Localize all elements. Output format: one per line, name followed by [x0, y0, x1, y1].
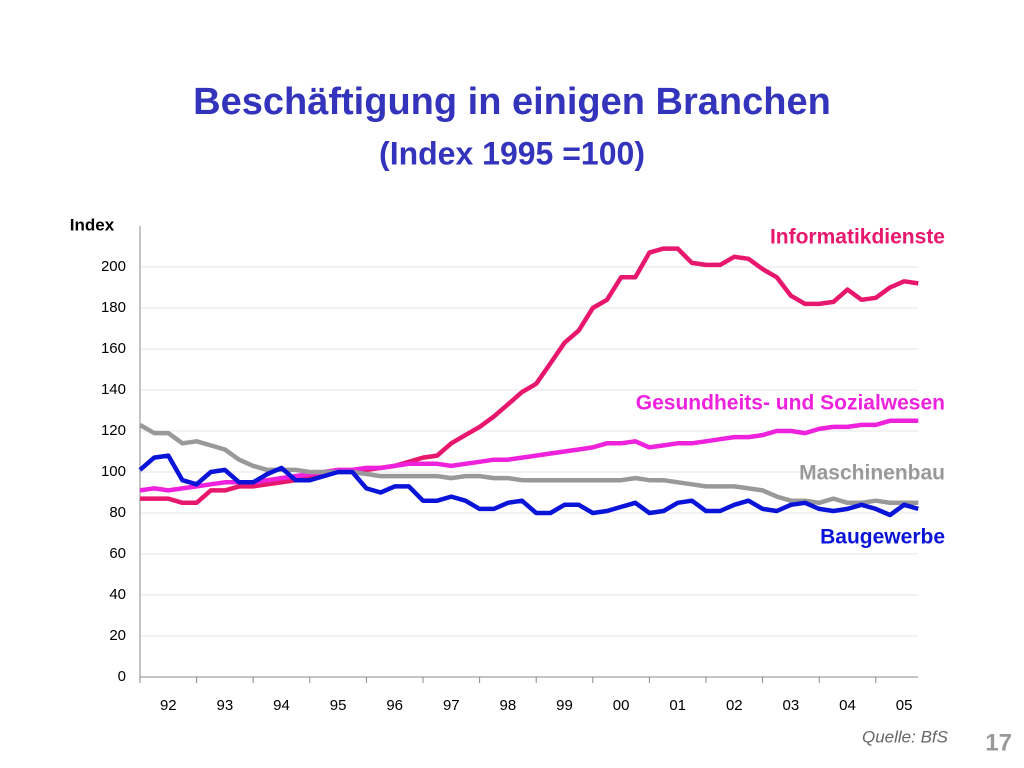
series-line: [138, 422, 919, 506]
y-tick-label: 180: [101, 299, 126, 316]
y-tick-label: 80: [109, 504, 126, 521]
series-label: Maschinenbau: [799, 462, 945, 485]
x-tick-label: 05: [896, 697, 913, 714]
x-tick-label: 98: [500, 697, 517, 714]
x-tick-label: 04: [839, 697, 856, 714]
y-tick-label: 100: [101, 463, 126, 480]
x-tick-label: 95: [330, 697, 347, 714]
x-tick-label: 02: [726, 697, 743, 714]
y-tick-label: 140: [101, 381, 126, 398]
x-tick-label: 03: [783, 697, 800, 714]
x-tick-label: 00: [613, 697, 630, 714]
page-number: 17: [985, 729, 1012, 756]
series-line: [138, 453, 919, 518]
x-tick-label: 97: [443, 697, 460, 714]
source: Quelle: BfS: [862, 727, 949, 746]
y-axis-label: Index: [70, 215, 115, 234]
y-tick-label: 200: [101, 258, 126, 275]
x-tick-label: 99: [556, 697, 573, 714]
x-tick-label: 94: [273, 697, 290, 714]
x-tick-label: 93: [217, 697, 234, 714]
chart-subtitle: (Index 1995 =100): [379, 135, 645, 171]
series-line: [139, 418, 919, 493]
series-line: [140, 246, 919, 506]
chart-title: Beschäftigung in einigen Branchen: [193, 81, 831, 123]
series-label: Gesundheits- und Sozialwesen: [636, 392, 945, 415]
y-tick-label: 60: [109, 545, 126, 562]
x-tick-label: 96: [386, 697, 403, 714]
y-tick-label: 160: [101, 340, 126, 357]
series-label: Informatikdienste: [770, 226, 945, 249]
x-tick-label: 92: [160, 697, 177, 714]
y-tick-label: 0: [118, 668, 126, 685]
y-tick-label: 120: [101, 422, 126, 439]
x-tick-label: 01: [669, 697, 686, 714]
series-label: Baugewerbe: [820, 526, 945, 549]
y-tick-label: 20: [109, 627, 126, 644]
y-tick-label: 40: [109, 586, 126, 603]
